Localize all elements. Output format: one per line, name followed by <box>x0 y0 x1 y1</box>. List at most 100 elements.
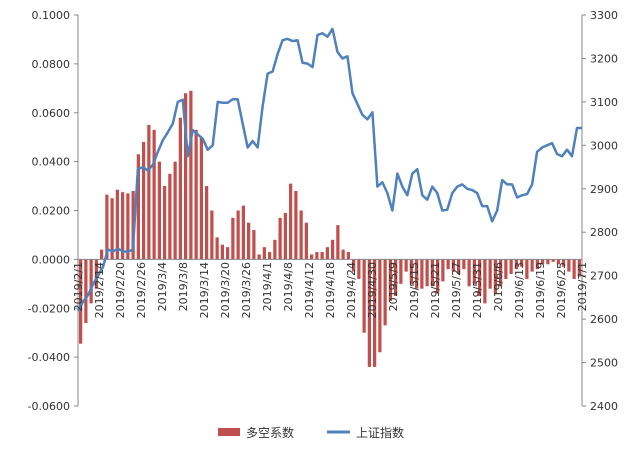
bar <box>577 259 581 277</box>
bar <box>126 193 130 260</box>
bar <box>310 254 314 260</box>
x-tick-label: 2019/3/8 <box>177 262 190 311</box>
bar <box>236 210 240 260</box>
right-tick-label: 2500 <box>590 357 618 370</box>
bar <box>299 210 303 260</box>
bar <box>289 183 293 260</box>
x-tick-label: 2019/3/20 <box>219 262 232 318</box>
bar <box>446 259 450 270</box>
bar <box>205 186 209 260</box>
bar <box>157 161 161 260</box>
right-tick-label: 3000 <box>590 139 618 152</box>
bar <box>320 252 324 260</box>
x-tick-label: 2019/5/31 <box>471 262 484 318</box>
left-tick-label: 0.0200 <box>32 205 71 218</box>
series-line-shanghai <box>76 27 582 312</box>
right-tick-label: 2600 <box>590 313 618 326</box>
x-tick-label: 2019/3/14 <box>198 262 211 318</box>
bar <box>278 217 282 260</box>
left-tick-label: 0.0600 <box>32 107 71 120</box>
bar <box>462 259 466 270</box>
x-tick-label: 2019/5/15 <box>408 262 421 318</box>
bar <box>499 259 503 287</box>
bar <box>231 217 235 260</box>
bar <box>142 142 146 260</box>
bar <box>241 205 245 260</box>
bars-layer <box>79 90 581 367</box>
bar <box>147 124 151 260</box>
bar <box>509 259 513 275</box>
x-tick-label: 2019/6/19 <box>534 262 547 318</box>
left-tick-label: -0.0200 <box>28 302 70 315</box>
bar <box>388 259 392 301</box>
x-tick-label: 2019/6/13 <box>513 262 526 318</box>
line-layer <box>76 27 582 312</box>
bar <box>168 173 172 260</box>
bar <box>294 190 298 260</box>
bar <box>210 210 214 260</box>
bar <box>520 259 524 267</box>
bar <box>420 259 424 289</box>
bar <box>567 259 571 272</box>
bar <box>89 259 93 304</box>
bar <box>525 259 529 279</box>
bar <box>415 259 419 289</box>
legend-label-bar: 多空系数 <box>246 425 294 440</box>
bar <box>572 259 576 279</box>
bar <box>346 252 350 260</box>
x-tick-label: 2019/5/27 <box>450 262 463 318</box>
x-tick-label: 2019/4/18 <box>324 262 337 318</box>
x-tick-label: 2019/4/8 <box>282 262 295 311</box>
bar <box>189 90 193 260</box>
bar <box>283 212 287 260</box>
right-tick-label: 2900 <box>590 183 618 196</box>
x-tick-label: 2019/3/26 <box>240 262 253 318</box>
bar <box>100 249 104 260</box>
bar <box>268 252 272 260</box>
bar <box>262 247 266 260</box>
bar <box>504 259 508 279</box>
bar <box>478 259 482 297</box>
x-tick-label: 2019/6/6 <box>492 262 505 311</box>
legend-swatch-bar <box>218 428 240 436</box>
x-tick-label: 2019/4/12 <box>303 262 316 318</box>
bar <box>105 194 109 260</box>
x-tick-label: 2019/4/24 <box>345 262 358 318</box>
right-tick-label: 2400 <box>590 400 618 413</box>
bar <box>178 117 182 260</box>
x-tick-label: 2019/4/30 <box>366 262 379 318</box>
bar <box>535 259 539 270</box>
bar <box>451 259 455 272</box>
x-tick-label: 2019/2/26 <box>135 262 148 318</box>
bar <box>84 259 88 323</box>
bar <box>194 129 198 260</box>
bar <box>94 259 98 289</box>
bar <box>362 259 366 333</box>
bar <box>399 259 403 284</box>
bar <box>404 259 408 272</box>
left-tick-label: 0.0400 <box>32 156 71 169</box>
left-tick-label: 0.0000 <box>32 253 71 266</box>
x-tick-label: 2019/3/4 <box>156 262 169 311</box>
left-tick-label: 0.0800 <box>32 58 71 71</box>
bar <box>383 259 387 326</box>
bar <box>373 259 377 367</box>
x-tick-label: 2019/5/9 <box>387 262 400 311</box>
bar <box>257 254 261 260</box>
bar <box>325 247 329 260</box>
bar <box>184 93 188 260</box>
left-tick-label: -0.0400 <box>28 351 70 364</box>
bar <box>430 259 434 287</box>
bar <box>136 154 140 260</box>
bar <box>556 259 560 265</box>
bar <box>215 237 219 260</box>
bar <box>488 259 492 289</box>
bar <box>546 259 550 265</box>
bar <box>163 186 167 260</box>
bar <box>152 129 156 260</box>
bar <box>220 244 224 260</box>
right-tick-label: 3100 <box>590 96 618 109</box>
x-tick-label: 2019/7/1 <box>576 262 589 311</box>
left-tick-label: 0.1000 <box>32 9 71 22</box>
